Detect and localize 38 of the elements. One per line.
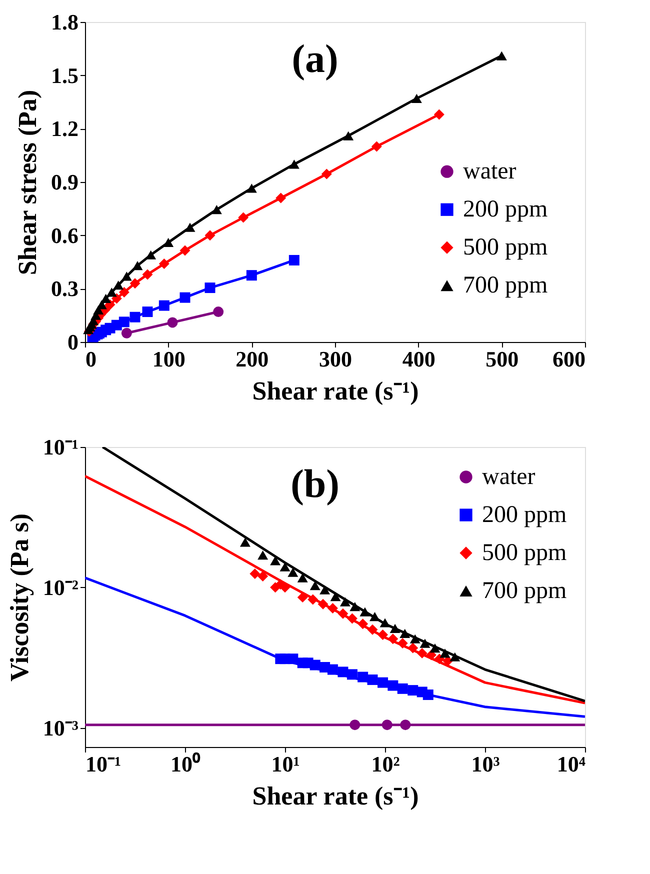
y-tick-label: 1.5 bbox=[51, 62, 78, 88]
legend-label: water bbox=[463, 158, 516, 185]
y-tick-label: 10⁻³ bbox=[42, 715, 79, 740]
legend-label: 500 ppm bbox=[463, 234, 548, 261]
x-tick-label: 400 bbox=[402, 346, 436, 372]
x-tick-label: 0 bbox=[86, 346, 96, 372]
x-tick-label: 10⁻¹ bbox=[86, 752, 122, 776]
line-series bbox=[85, 576, 585, 718]
y-axis-title: Viscosity (Pa s) bbox=[4, 513, 34, 682]
legend-label: 200 ppm bbox=[463, 196, 548, 223]
x-tick-label: 10³ bbox=[471, 752, 500, 776]
y-tick-label: 0.3 bbox=[51, 276, 78, 302]
x-tick-label: 600 bbox=[552, 346, 586, 372]
y-tick-label: 1.8 bbox=[51, 10, 78, 34]
y-tick-label: 0.6 bbox=[51, 222, 78, 248]
legend-label: 500 ppm bbox=[482, 540, 567, 566]
x-tick-label: 200 bbox=[236, 346, 269, 372]
y-axis-title: Shear stress (Pa) bbox=[13, 90, 42, 276]
x-tick-label: 500 bbox=[486, 346, 519, 372]
legend-label: 200 ppm bbox=[482, 502, 567, 528]
y-tick-label: 0 bbox=[68, 330, 78, 354]
y-tick-label: 0.9 bbox=[51, 170, 78, 194]
x-axis-title: Shear rate (s⁻¹) bbox=[252, 782, 419, 810]
x-tick-label: 10⁰ bbox=[170, 752, 200, 776]
x-tick-label: 300 bbox=[319, 346, 352, 372]
annotation: (b) bbox=[290, 461, 340, 506]
x-tick-label: 10¹ bbox=[271, 752, 300, 776]
y-tick-label: 10⁻² bbox=[42, 574, 79, 600]
annotation: (a) bbox=[292, 36, 338, 81]
x-tick-label: 10² bbox=[371, 752, 400, 776]
y-tick-label: 1.2 bbox=[51, 116, 78, 142]
x-tick-label: 10⁴ bbox=[556, 752, 586, 776]
x-axis-title: Shear rate (s⁻¹) bbox=[252, 376, 419, 406]
x-tick-label: 100 bbox=[152, 346, 186, 372]
legend-label: water bbox=[482, 464, 536, 490]
legend-label: 700 ppm bbox=[463, 272, 548, 299]
legend-label: 700 ppm bbox=[482, 578, 567, 604]
y-tick-label: 10⁻¹ bbox=[42, 434, 78, 460]
